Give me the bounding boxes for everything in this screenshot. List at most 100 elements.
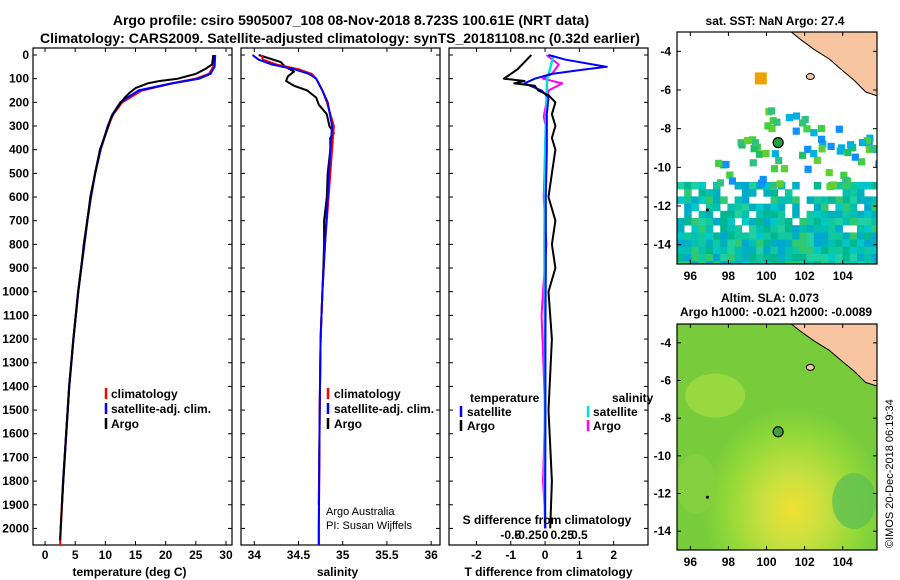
sst-cell xyxy=(857,254,865,262)
sst-patch-cell xyxy=(818,145,826,153)
x-tick-label: 30 xyxy=(219,548,233,562)
sst-cell xyxy=(835,239,843,248)
sst-cell xyxy=(813,203,822,212)
sst-patch-cell xyxy=(768,107,776,115)
sst-cell xyxy=(849,246,858,255)
sst-cell xyxy=(864,203,872,212)
sst-cell xyxy=(705,261,714,264)
sst-patch-cell xyxy=(771,150,779,158)
sst-cell xyxy=(842,218,851,226)
sst-cell xyxy=(756,254,764,262)
sst-cell xyxy=(684,261,692,264)
sst-patch-cell xyxy=(801,115,809,124)
sst-patch-cell xyxy=(776,180,784,188)
sst-cell xyxy=(792,203,800,212)
depth-tick-label: 1300 xyxy=(2,356,29,370)
sst-cell xyxy=(691,203,699,212)
sst-cell xyxy=(792,196,800,204)
x-tick-label: 35.5 xyxy=(375,548,399,562)
legend-label: Argo xyxy=(467,419,495,433)
sst-cell xyxy=(842,182,851,190)
x-tick-label: 0 xyxy=(42,548,49,562)
sst-cell xyxy=(770,232,779,240)
x-tick-label: 34.5 xyxy=(287,548,311,562)
sst-cell xyxy=(727,218,735,226)
sst-cell xyxy=(677,225,685,233)
sst-cell xyxy=(713,246,721,255)
sst-cell xyxy=(698,246,707,255)
sst-cell xyxy=(677,246,685,255)
depth-tick-label: 1600 xyxy=(2,427,29,441)
sst-cell xyxy=(871,246,877,255)
x-tick-label: 0 xyxy=(542,548,549,562)
sst-cell xyxy=(749,261,757,264)
depth-tick-label: 400 xyxy=(9,143,29,157)
x-tick-label: 15 xyxy=(129,548,143,562)
sst-cell xyxy=(842,232,851,240)
sst-cell xyxy=(720,218,728,226)
sst-cell xyxy=(849,182,858,190)
x-tick-label: 25 xyxy=(189,548,203,562)
sst-cell xyxy=(871,196,877,204)
sst-cell xyxy=(806,232,815,240)
sst-patch-cell xyxy=(851,153,859,161)
sst-cell xyxy=(770,210,779,219)
x2-tick-label: 0 xyxy=(542,528,549,542)
sst-cell xyxy=(749,189,757,197)
sst-cell xyxy=(857,218,865,226)
sst-patch-cell xyxy=(715,159,723,167)
sst-cell xyxy=(813,196,822,204)
sst-cell xyxy=(691,182,699,190)
sst-patch-cell xyxy=(865,141,873,149)
sst-cell xyxy=(741,254,750,262)
depth-tick-label: 1900 xyxy=(2,498,29,512)
sst-cell xyxy=(720,232,728,240)
map-y-tick-label: -10 xyxy=(654,449,672,463)
sst-cell xyxy=(749,239,757,248)
sst-cell xyxy=(713,232,721,240)
sst-cell xyxy=(842,246,851,255)
sst-patch-cell xyxy=(817,135,826,143)
sst-cell xyxy=(734,196,743,204)
temperature-series-satellite xyxy=(60,54,217,505)
sst-cell xyxy=(792,210,800,219)
sst-cell xyxy=(741,182,750,190)
sst-cell xyxy=(713,182,721,190)
depth-tick-label: 1500 xyxy=(2,403,29,417)
sst-cell xyxy=(828,239,836,248)
sst-patch-cell xyxy=(755,150,764,158)
sst-cell xyxy=(763,246,771,255)
sst-patch-cell xyxy=(716,179,724,187)
profile-panel-differences: -2 -1 0 1 2 T difference from climatology xyxy=(448,47,649,579)
x-tick-label: 34 xyxy=(248,548,262,562)
sst-cell xyxy=(849,196,858,204)
sst-cell xyxy=(684,182,692,190)
sst-cell xyxy=(770,254,779,262)
sst-cell xyxy=(749,182,757,190)
legend-label: satellite xyxy=(593,405,638,419)
sst-cell xyxy=(734,254,743,262)
map-x-tick-label: 98 xyxy=(722,555,736,569)
sst-patch-cell xyxy=(749,159,757,167)
depth-tick-label: 500 xyxy=(9,166,29,180)
panel-frame xyxy=(448,47,649,546)
sst-cell xyxy=(691,232,699,240)
sst-cell xyxy=(864,254,872,262)
sst-cell xyxy=(756,246,764,255)
sst-cell xyxy=(871,261,877,264)
sst-cell xyxy=(842,189,851,197)
sst-cell xyxy=(799,225,807,233)
profile-panel-salinity: 34 34.5 35 35.5 36 salinity xyxy=(240,47,441,579)
island xyxy=(705,495,709,499)
sst-cell xyxy=(705,225,714,233)
sst-cell xyxy=(749,246,757,255)
sst-cell xyxy=(777,239,786,248)
legend-label: climatology xyxy=(111,387,178,401)
sst-cell xyxy=(864,246,872,255)
depth-tick-label: 900 xyxy=(9,261,29,275)
sst-cell xyxy=(799,246,807,255)
sst-cell xyxy=(821,261,829,264)
sst-cell xyxy=(871,182,877,190)
sst-cell xyxy=(756,203,764,212)
